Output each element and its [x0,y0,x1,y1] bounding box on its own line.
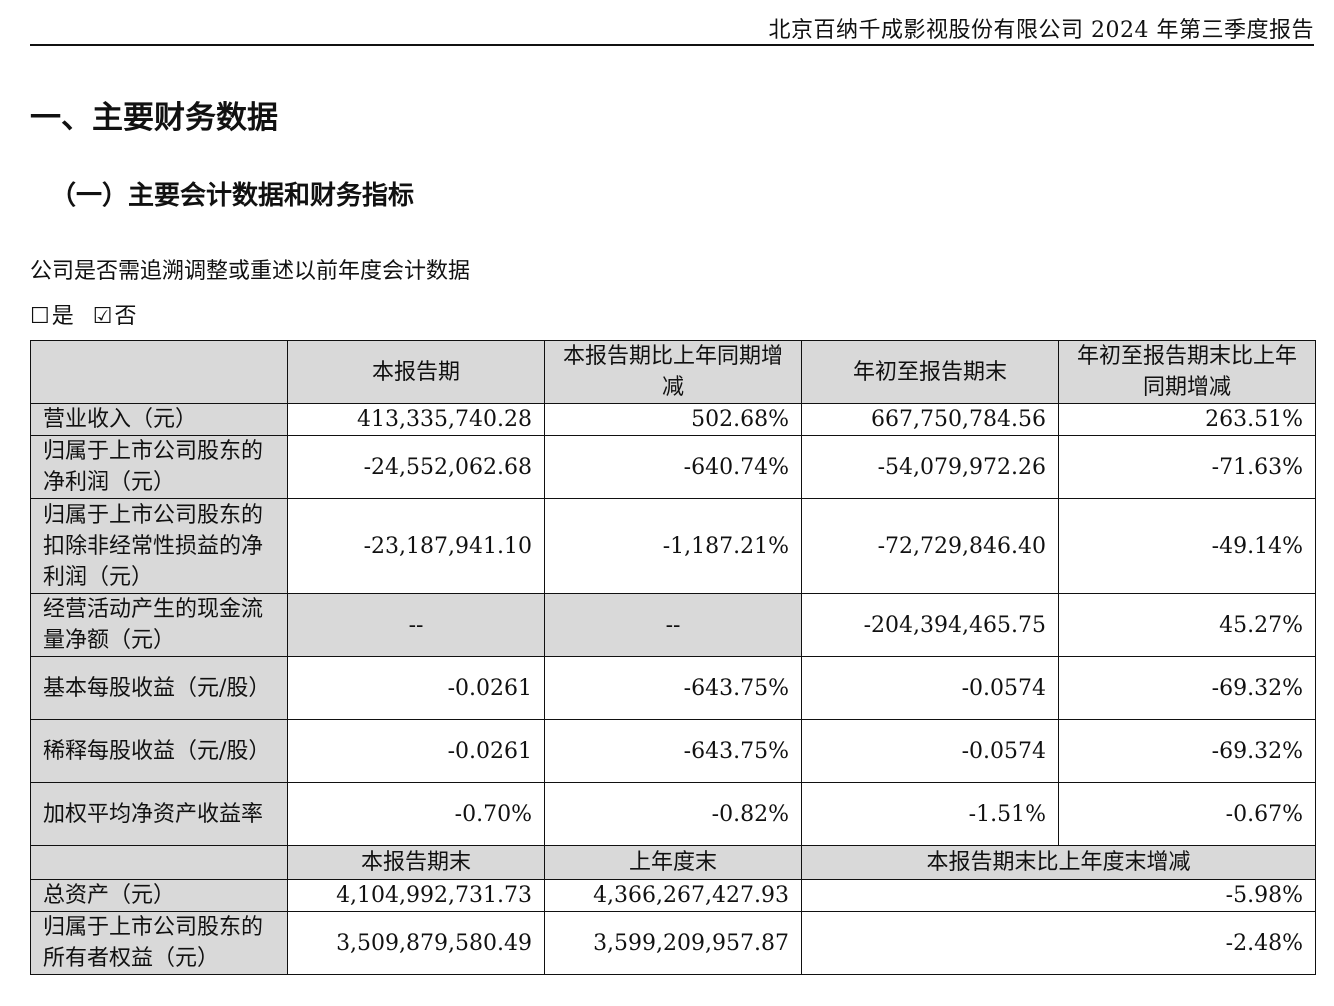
header-cell-blank [30,340,288,404]
table-cell: -0.0261 [287,719,545,783]
report-title: 北京百纳千成影视股份有限公司 2024 年第三季度报告 [768,18,1314,43]
table-row: 稀释每股收益（元/股） -0.0261 -643.75% -0.0574 -69… [30,719,1316,783]
subsection-number: （一） [49,181,128,211]
table-row: 营业收入（元） 413,335,740.28 502.68% 667,750,7… [30,403,1316,436]
header-cell: 本报告期比上年同期增减 [544,340,802,404]
table-cell: -72,729,846.40 [801,498,1059,594]
table-cell: -23,187,941.10 [287,498,545,594]
table-row: 归属于上市公司股东的净利润（元） -24,552,062.68 -640.74%… [30,435,1316,499]
table-cell: -5.98% [801,879,1316,912]
table-cell: -- [544,593,802,657]
option-no-label: 否 [114,304,137,329]
row-label: 归属于上市公司股东的扣除非经常性损益的净利润（元） [30,498,288,594]
row-label: 稀释每股收益（元/股） [30,719,288,783]
table-cell: -71.63% [1058,435,1316,499]
row-label: 归属于上市公司股东的净利润（元） [30,435,288,499]
table-cell: 667,750,784.56 [801,403,1059,436]
table-cell: -640.74% [544,435,802,499]
unchecked-box-icon: ☐ [30,304,50,329]
table-row: 经营活动产生的现金流量净额（元） -- -- -204,394,465.75 4… [30,593,1316,657]
option-no[interactable]: ☑否 [93,298,137,330]
section-title: 一、主要财务数据 [30,100,278,136]
option-yes[interactable]: ☐是 [30,298,74,330]
header-cell: 上年度末 [544,845,802,880]
option-yes-label: 是 [51,304,74,329]
table-subheader-row: 本报告期末 上年度末 本报告期末比上年度末增减 [30,845,1316,880]
page-header: 北京百纳千成影视股份有限公司 2024 年第三季度报告 [30,0,1314,46]
table-cell: -204,394,465.75 [801,593,1059,657]
table-cell: -0.0574 [801,719,1059,783]
table-row: 基本每股收益（元/股） -0.0261 -643.75% -0.0574 -69… [30,656,1316,720]
table-cell: 413,335,740.28 [287,403,545,436]
row-label: 基本每股收益（元/股） [30,656,288,720]
table-row: 归属于上市公司股东的扣除非经常性损益的净利润（元） -23,187,941.10… [30,498,1316,594]
row-label: 经营活动产生的现金流量净额（元） [30,593,288,657]
checked-box-icon: ☑ [92,304,113,329]
table-cell: -643.75% [544,719,802,783]
table-row: 归属于上市公司股东的所有者权益（元） 3,509,879,580.49 3,59… [30,911,1316,975]
table-cell: -0.67% [1058,782,1316,846]
table-cell: -643.75% [544,656,802,720]
subsection-label: 主要会计数据和财务指标 [128,181,415,211]
table-row: 总资产（元） 4,104,992,731.73 4,366,267,427.93… [30,879,1316,912]
restatement-question: 公司是否需追溯调整或重述以前年度会计数据 [30,259,471,284]
financial-data-table: 本报告期 本报告期比上年同期增减 年初至报告期末 年初至报告期末比上年同期增减 … [30,340,1316,975]
table-cell: -54,079,972.26 [801,435,1059,499]
header-cell: 年初至报告期末 [801,340,1059,404]
row-label: 营业收入（元） [30,403,288,436]
table-cell: -49.14% [1058,498,1316,594]
header-cell: 本报告期末 [287,845,545,880]
table-row: 加权平均净资产收益率 -0.70% -0.82% -1.51% -0.67% [30,782,1316,846]
header-cell: 本报告期末比上年度末增减 [801,845,1316,880]
table-cell: -1,187.21% [544,498,802,594]
table-cell: 3,599,209,957.87 [544,911,802,975]
table-cell: 4,366,267,427.93 [544,879,802,912]
table-header-row: 本报告期 本报告期比上年同期增减 年初至报告期末 年初至报告期末比上年同期增减 [30,340,1316,404]
subsection-title: （一）主要会计数据和财务指标 [30,175,414,212]
table-cell: -0.0261 [287,656,545,720]
header-cell-blank [30,845,288,880]
restatement-options: ☐是 ☑否 [30,298,149,330]
table-cell: 4,104,992,731.73 [287,879,545,912]
table-cell: -0.82% [544,782,802,846]
table-cell: 502.68% [544,403,802,436]
table-cell: 45.27% [1058,593,1316,657]
table-cell: -0.70% [287,782,545,846]
table-cell: -24,552,062.68 [287,435,545,499]
table-cell: -69.32% [1058,656,1316,720]
table-cell: -0.0574 [801,656,1059,720]
row-label: 加权平均净资产收益率 [30,782,288,846]
row-label: 总资产（元） [30,879,288,912]
table-cell: -1.51% [801,782,1059,846]
table-cell: 263.51% [1058,403,1316,436]
table-cell: -69.32% [1058,719,1316,783]
table-cell: 3,509,879,580.49 [287,911,545,975]
header-cell: 年初至报告期末比上年同期增减 [1058,340,1316,404]
table-cell: -- [287,593,545,657]
table-cell: -2.48% [801,911,1316,975]
header-cell: 本报告期 [287,340,545,404]
row-label: 归属于上市公司股东的所有者权益（元） [30,911,288,975]
